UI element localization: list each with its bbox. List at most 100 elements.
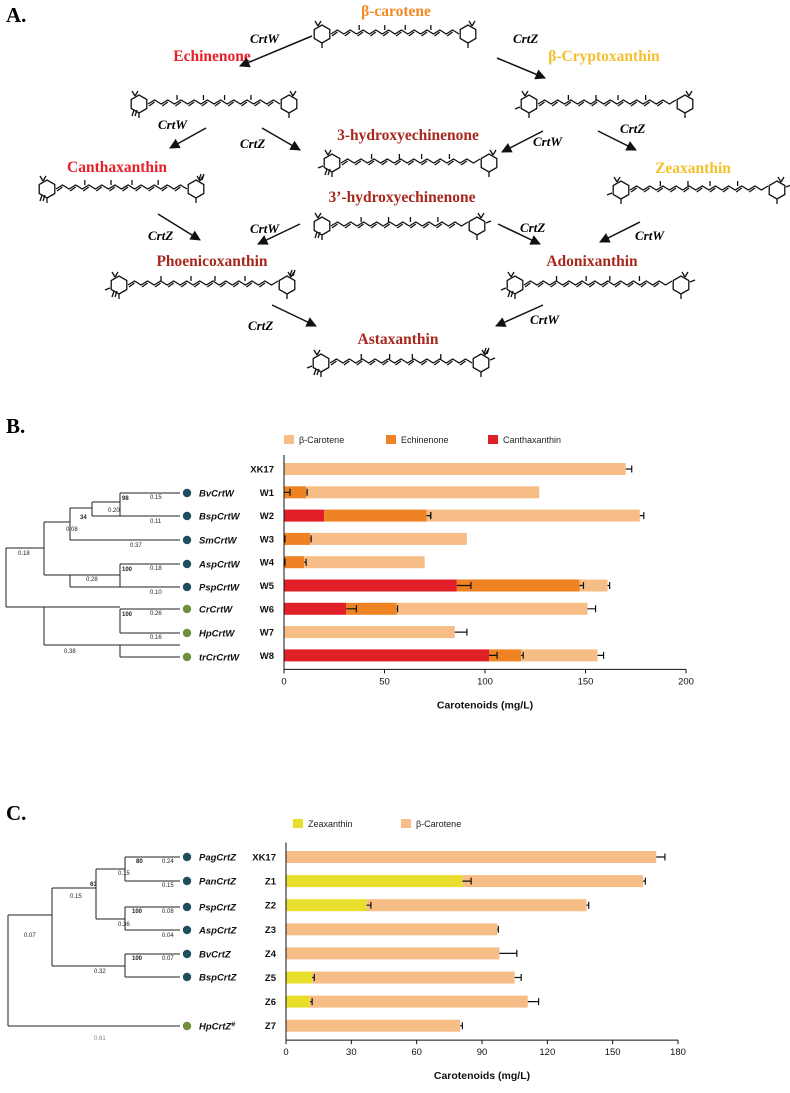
branch-label: 0.15 xyxy=(150,495,162,501)
x-tick-label: 180 xyxy=(670,1047,686,1058)
x-axis-title: Carotenoids (mg/L) xyxy=(434,1070,530,1082)
methyl xyxy=(620,199,778,204)
hydroxyl-group xyxy=(317,165,324,169)
leaf-dot xyxy=(182,1021,192,1031)
x-tick-label: 60 xyxy=(411,1047,422,1058)
branch-label: 0.36 xyxy=(118,922,130,928)
category-label: Z5 xyxy=(265,973,277,984)
molecule-structure xyxy=(306,347,496,377)
leaf-label: PspCrtZ xyxy=(199,903,237,914)
category-label: Z6 xyxy=(265,997,276,1008)
branch-label: 0.28 xyxy=(86,577,98,583)
tree-b-leaves: BvCrtW BspCrtW SmCrtW AspCrtW PspCrtW CrCrtW H… xyxy=(182,488,241,664)
molecule-structure xyxy=(317,149,498,177)
leaf-dot xyxy=(182,925,192,935)
molecule-structure xyxy=(38,173,205,203)
branch-label: 0.07 xyxy=(162,956,174,962)
branch-label: 34 xyxy=(80,515,87,521)
category-label: Z4 xyxy=(265,949,277,960)
branch-label: 0.24 xyxy=(162,859,174,865)
methyl xyxy=(528,113,686,118)
bar-segment xyxy=(286,923,498,936)
leaf-dot xyxy=(182,488,192,498)
arrow-ech-can xyxy=(169,127,207,149)
enzyme-label: CrtW xyxy=(533,134,563,149)
error-bar xyxy=(587,605,597,613)
legend-swatch xyxy=(284,435,294,444)
category-label: W2 xyxy=(260,511,274,522)
branch-label: 0.16 xyxy=(150,635,162,641)
methyl xyxy=(138,113,290,118)
error-bar xyxy=(312,974,315,981)
methyl xyxy=(131,90,297,97)
enzyme-label: CrtZ xyxy=(620,121,645,136)
double-bonds xyxy=(331,223,456,229)
bar-segment xyxy=(324,509,427,522)
keto-group xyxy=(39,194,46,202)
double-bonds xyxy=(524,282,660,288)
double-bonds xyxy=(56,186,181,192)
x-tick-label: 200 xyxy=(678,676,694,687)
keto-group xyxy=(324,168,331,176)
panel-c: C. 80 0.24 0.15 0.15 63 0.15 100 0.08 0.… xyxy=(6,801,686,1082)
branch-label: 0.26 xyxy=(150,611,162,617)
double-bonds xyxy=(330,360,466,366)
ring xyxy=(280,94,298,114)
branch-label: 0.15 xyxy=(162,883,174,889)
branch-label: 0.37 xyxy=(130,543,142,549)
ring xyxy=(313,24,331,44)
ring xyxy=(676,94,694,114)
error-bar xyxy=(521,651,524,659)
panel-a-pathway: A. β-carotene Echinenone β-Cryptoxanthin… xyxy=(6,3,790,377)
hydroxyl-group xyxy=(500,287,507,291)
methyl xyxy=(514,294,682,299)
tree-c-leaves: PagCrtZ PanCrtZ PspCrtZ AspCrtZ BvCrtZ BspCrt… xyxy=(182,853,238,1033)
category-label: Z2 xyxy=(265,901,276,912)
branch-label: 100 xyxy=(122,567,133,573)
compound-3prime-hydroxyechinenone: 3’-hydroxyechinenone xyxy=(329,189,476,206)
keto-group xyxy=(314,231,321,239)
legend-label: Canthaxanthin xyxy=(503,435,561,445)
branch-label: 0.10 xyxy=(150,590,162,596)
branch-label: 63 xyxy=(90,882,97,888)
hydroxyl-group xyxy=(689,279,696,283)
ring xyxy=(278,275,296,295)
enzyme-label: CrtZ xyxy=(520,220,545,235)
x-tick-label: 50 xyxy=(379,676,390,687)
ring xyxy=(459,24,477,44)
x-tick-label: 30 xyxy=(346,1047,357,1058)
legend-label: β-Carotene xyxy=(416,819,461,829)
error-bar xyxy=(639,512,645,520)
panel-b: B. 98 0.15 0.20 0.11 34 0.08 0.37 0.18 1… xyxy=(5,414,694,711)
keto-group xyxy=(483,347,490,355)
methyl xyxy=(314,212,485,219)
ring xyxy=(520,94,538,114)
tree-c-branch-labels: 80 0.24 0.15 0.15 63 0.15 100 0.08 0.36 … xyxy=(24,859,174,1042)
bar-segment xyxy=(456,579,580,592)
error-bar xyxy=(586,901,590,909)
error-bar xyxy=(346,605,357,613)
compound-astaxanthin: Astaxanthin xyxy=(358,331,439,348)
methyl xyxy=(321,235,478,240)
category-label: W5 xyxy=(260,581,275,592)
bar-segment xyxy=(284,509,325,522)
branch-label: 100 xyxy=(132,909,143,915)
keto-group xyxy=(313,368,320,376)
compound-beta-carotene: β-carotene xyxy=(361,3,431,20)
legend-label: Echinenone xyxy=(401,435,449,445)
legend-swatch xyxy=(293,819,303,828)
branch-label: 98 xyxy=(122,496,129,502)
polyene-chain xyxy=(55,184,188,190)
category-label: W3 xyxy=(260,534,274,545)
leaf-label: BspCrtW xyxy=(199,512,241,523)
category-label: Z1 xyxy=(265,877,277,888)
arrow-zea-ado xyxy=(599,221,641,243)
leaf-label: HpCrtZ# xyxy=(199,1021,235,1033)
ring xyxy=(472,353,490,373)
leaf-dot xyxy=(182,972,192,982)
methyl xyxy=(324,149,497,156)
branch-label: 0.18 xyxy=(150,566,162,572)
leaf-dot xyxy=(182,582,192,592)
leaf-dot xyxy=(182,652,192,662)
keto-group xyxy=(111,290,118,298)
